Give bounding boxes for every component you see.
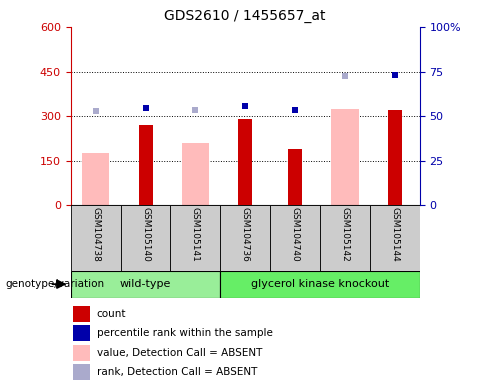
Bar [331,109,359,205]
Bar [73,364,90,380]
Title: GDS2610 / 1455657_at: GDS2610 / 1455657_at [164,9,326,23]
Point [191,107,199,113]
Text: rank, Detection Call = ABSENT: rank, Detection Call = ABSENT [97,367,257,377]
Bar [270,205,320,271]
Text: GSM105144: GSM105144 [390,207,399,262]
Point [341,73,349,79]
Point [391,72,399,78]
Point [291,107,299,113]
Text: value, Detection Call = ABSENT: value, Detection Call = ABSENT [97,348,262,358]
Bar [82,153,109,205]
Text: GSM105141: GSM105141 [191,207,200,262]
Point [92,108,100,114]
Point [242,103,249,109]
Bar [139,125,153,205]
Bar [238,119,252,205]
Text: genotype/variation: genotype/variation [5,279,104,289]
Bar [370,205,420,271]
Bar [170,205,220,271]
Bar [320,205,370,271]
Text: GSM104738: GSM104738 [91,207,100,262]
Text: glycerol kinase knockout: glycerol kinase knockout [251,279,389,289]
Text: GSM104740: GSM104740 [290,207,300,262]
Bar [388,110,402,205]
Text: percentile rank within the sample: percentile rank within the sample [97,328,273,338]
Bar [73,325,90,341]
Point [142,105,149,111]
Bar [220,271,420,298]
Text: wild-type: wild-type [120,279,171,289]
Bar [220,205,270,271]
Bar [71,271,220,298]
Bar [288,149,302,205]
Text: count: count [97,309,126,319]
Bar [73,345,90,361]
Bar [121,205,170,271]
Text: GSM104736: GSM104736 [241,207,250,262]
Bar [73,306,90,322]
Text: GSM105142: GSM105142 [341,207,349,262]
Bar [71,205,121,271]
Bar [182,143,209,205]
Text: GSM105140: GSM105140 [141,207,150,262]
